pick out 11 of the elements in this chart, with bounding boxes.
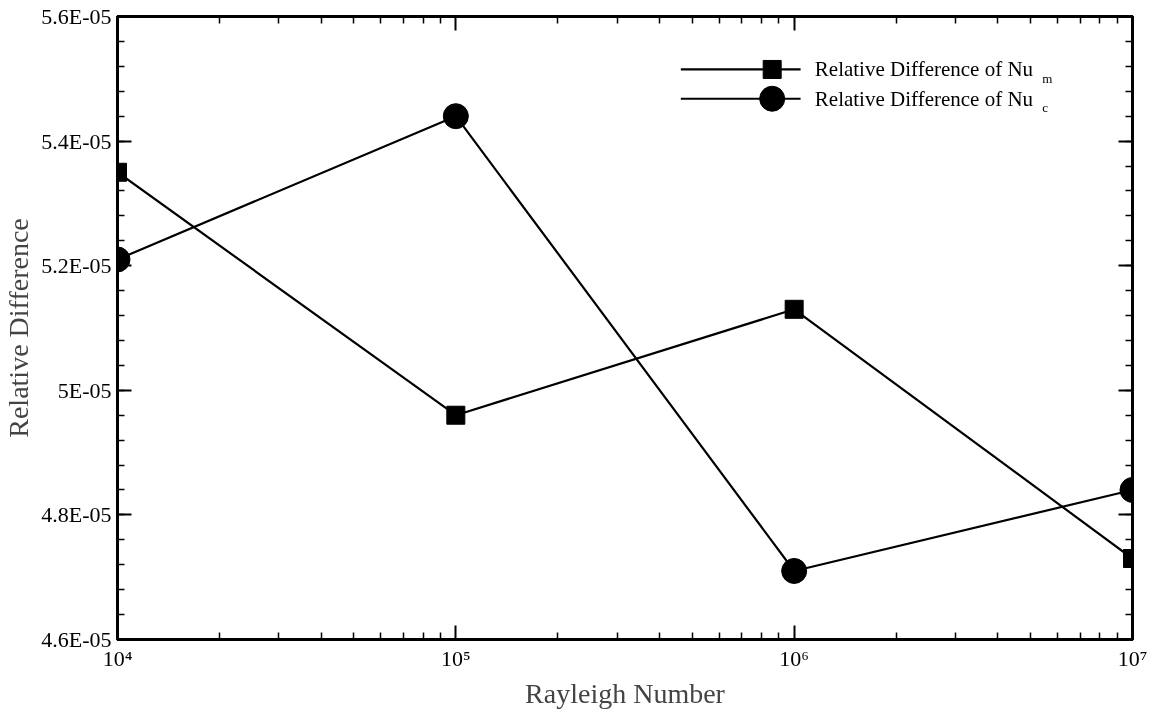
y-tick-label: 4.8E-05 [41, 502, 112, 528]
y-tick-label: 5.4E-05 [41, 128, 112, 154]
x-tick-label: 10⁵ [441, 645, 471, 671]
y-tick-label: 5.2E-05 [41, 253, 112, 279]
x-tick-label: 10⁷ [1117, 645, 1148, 671]
y-tick-label: 4.6E-05 [41, 627, 112, 652]
x-tick-label: 10⁶ [779, 645, 809, 671]
y-tick-label: 5.6E-05 [41, 4, 112, 29]
y-axis-title: Relative Difference [3, 218, 35, 438]
x-axis-title: Rayleigh Number [525, 677, 726, 709]
y-tick-label: 5E-05 [57, 377, 112, 403]
